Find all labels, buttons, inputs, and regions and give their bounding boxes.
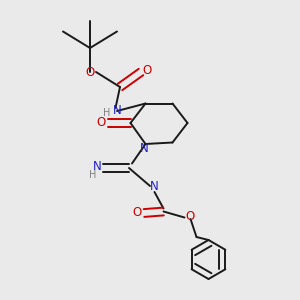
- Text: O: O: [142, 64, 152, 77]
- Text: N: N: [93, 160, 102, 173]
- Text: O: O: [85, 65, 94, 79]
- Text: N: N: [112, 104, 122, 118]
- Text: O: O: [185, 209, 194, 223]
- Text: H: H: [103, 107, 110, 118]
- Text: N: N: [150, 179, 159, 193]
- Text: N: N: [140, 142, 148, 155]
- Text: O: O: [97, 116, 106, 130]
- Text: H: H: [89, 169, 97, 180]
- Text: O: O: [133, 206, 142, 220]
